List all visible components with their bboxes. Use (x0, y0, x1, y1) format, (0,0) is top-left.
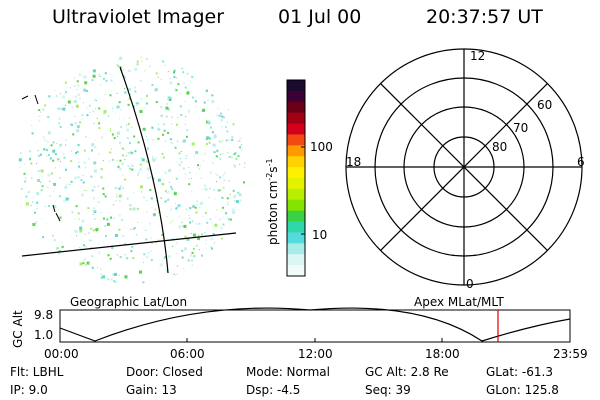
mode-readout: Mode: Normal (246, 365, 330, 379)
mlat-label-60: 60 (537, 98, 553, 112)
dsp-readout: Dsp: -4.5 (246, 383, 301, 397)
mlat-mlt-polar-plot (345, 48, 583, 286)
mlt-label-12: 12 (470, 49, 486, 63)
altitude-xtick: 00:00 (44, 347, 79, 361)
gain-readout: Gain: 13 (126, 383, 177, 397)
latitude-line (21, 232, 237, 257)
uv-image-disk[interactable] (18, 56, 246, 285)
geographic-grid-label: Geographic Lat/Lon (70, 295, 188, 309)
apex-grid-label: Apex MLat/MLT (414, 295, 504, 309)
coastline-fragments (21, 94, 61, 222)
colorbar-label-10: 10 (312, 228, 328, 242)
mlt-label-0: 0 (466, 277, 474, 291)
altitude-ytick-top: 9.8 (34, 308, 54, 322)
colorbar-label-100: 100 (310, 140, 333, 154)
altitude-xtick: 12:00 (298, 347, 333, 361)
altitude-curve (59, 307, 571, 342)
mlt-label-18: 18 (346, 155, 362, 169)
longitude-line (119, 66, 169, 274)
door-readout: Door: Closed (126, 365, 203, 379)
colorbar-unit-label: photon cm-2s-1 (265, 158, 280, 245)
altitude-ytick-bottom: 1.0 (34, 328, 54, 342)
mlat-label-80: 80 (492, 140, 508, 154)
altitude-xtick: 23:59 (553, 347, 588, 361)
gc-alt-readout: GC Alt: 2.8 Re (365, 365, 449, 379)
glat-readout: GLat: -61.3 (486, 365, 553, 379)
glon-readout: GLon: 125.8 (486, 383, 559, 397)
app-title: Ultraviolet Imager (52, 6, 225, 28)
altitude-axis-label: GC Alt (11, 310, 25, 348)
mlt-label-6: 6 (577, 155, 585, 169)
altitude-xtick: 18:00 (425, 347, 460, 361)
time-readout: 20:37:57 UT (426, 6, 543, 28)
photon-speckle-layer (18, 56, 246, 284)
altitude-xtick: 06:00 (170, 347, 205, 361)
seq-readout: Seq: 39 (365, 383, 411, 397)
mlat-label-70: 70 (513, 121, 529, 135)
altitude-x-ticks (59, 338, 571, 342)
color-scale-bar (287, 80, 305, 277)
filter-readout: Flt: LBHL (10, 365, 64, 379)
ip-readout: IP: 9.0 (10, 383, 48, 397)
date-readout: 01 Jul 00 (278, 6, 362, 28)
